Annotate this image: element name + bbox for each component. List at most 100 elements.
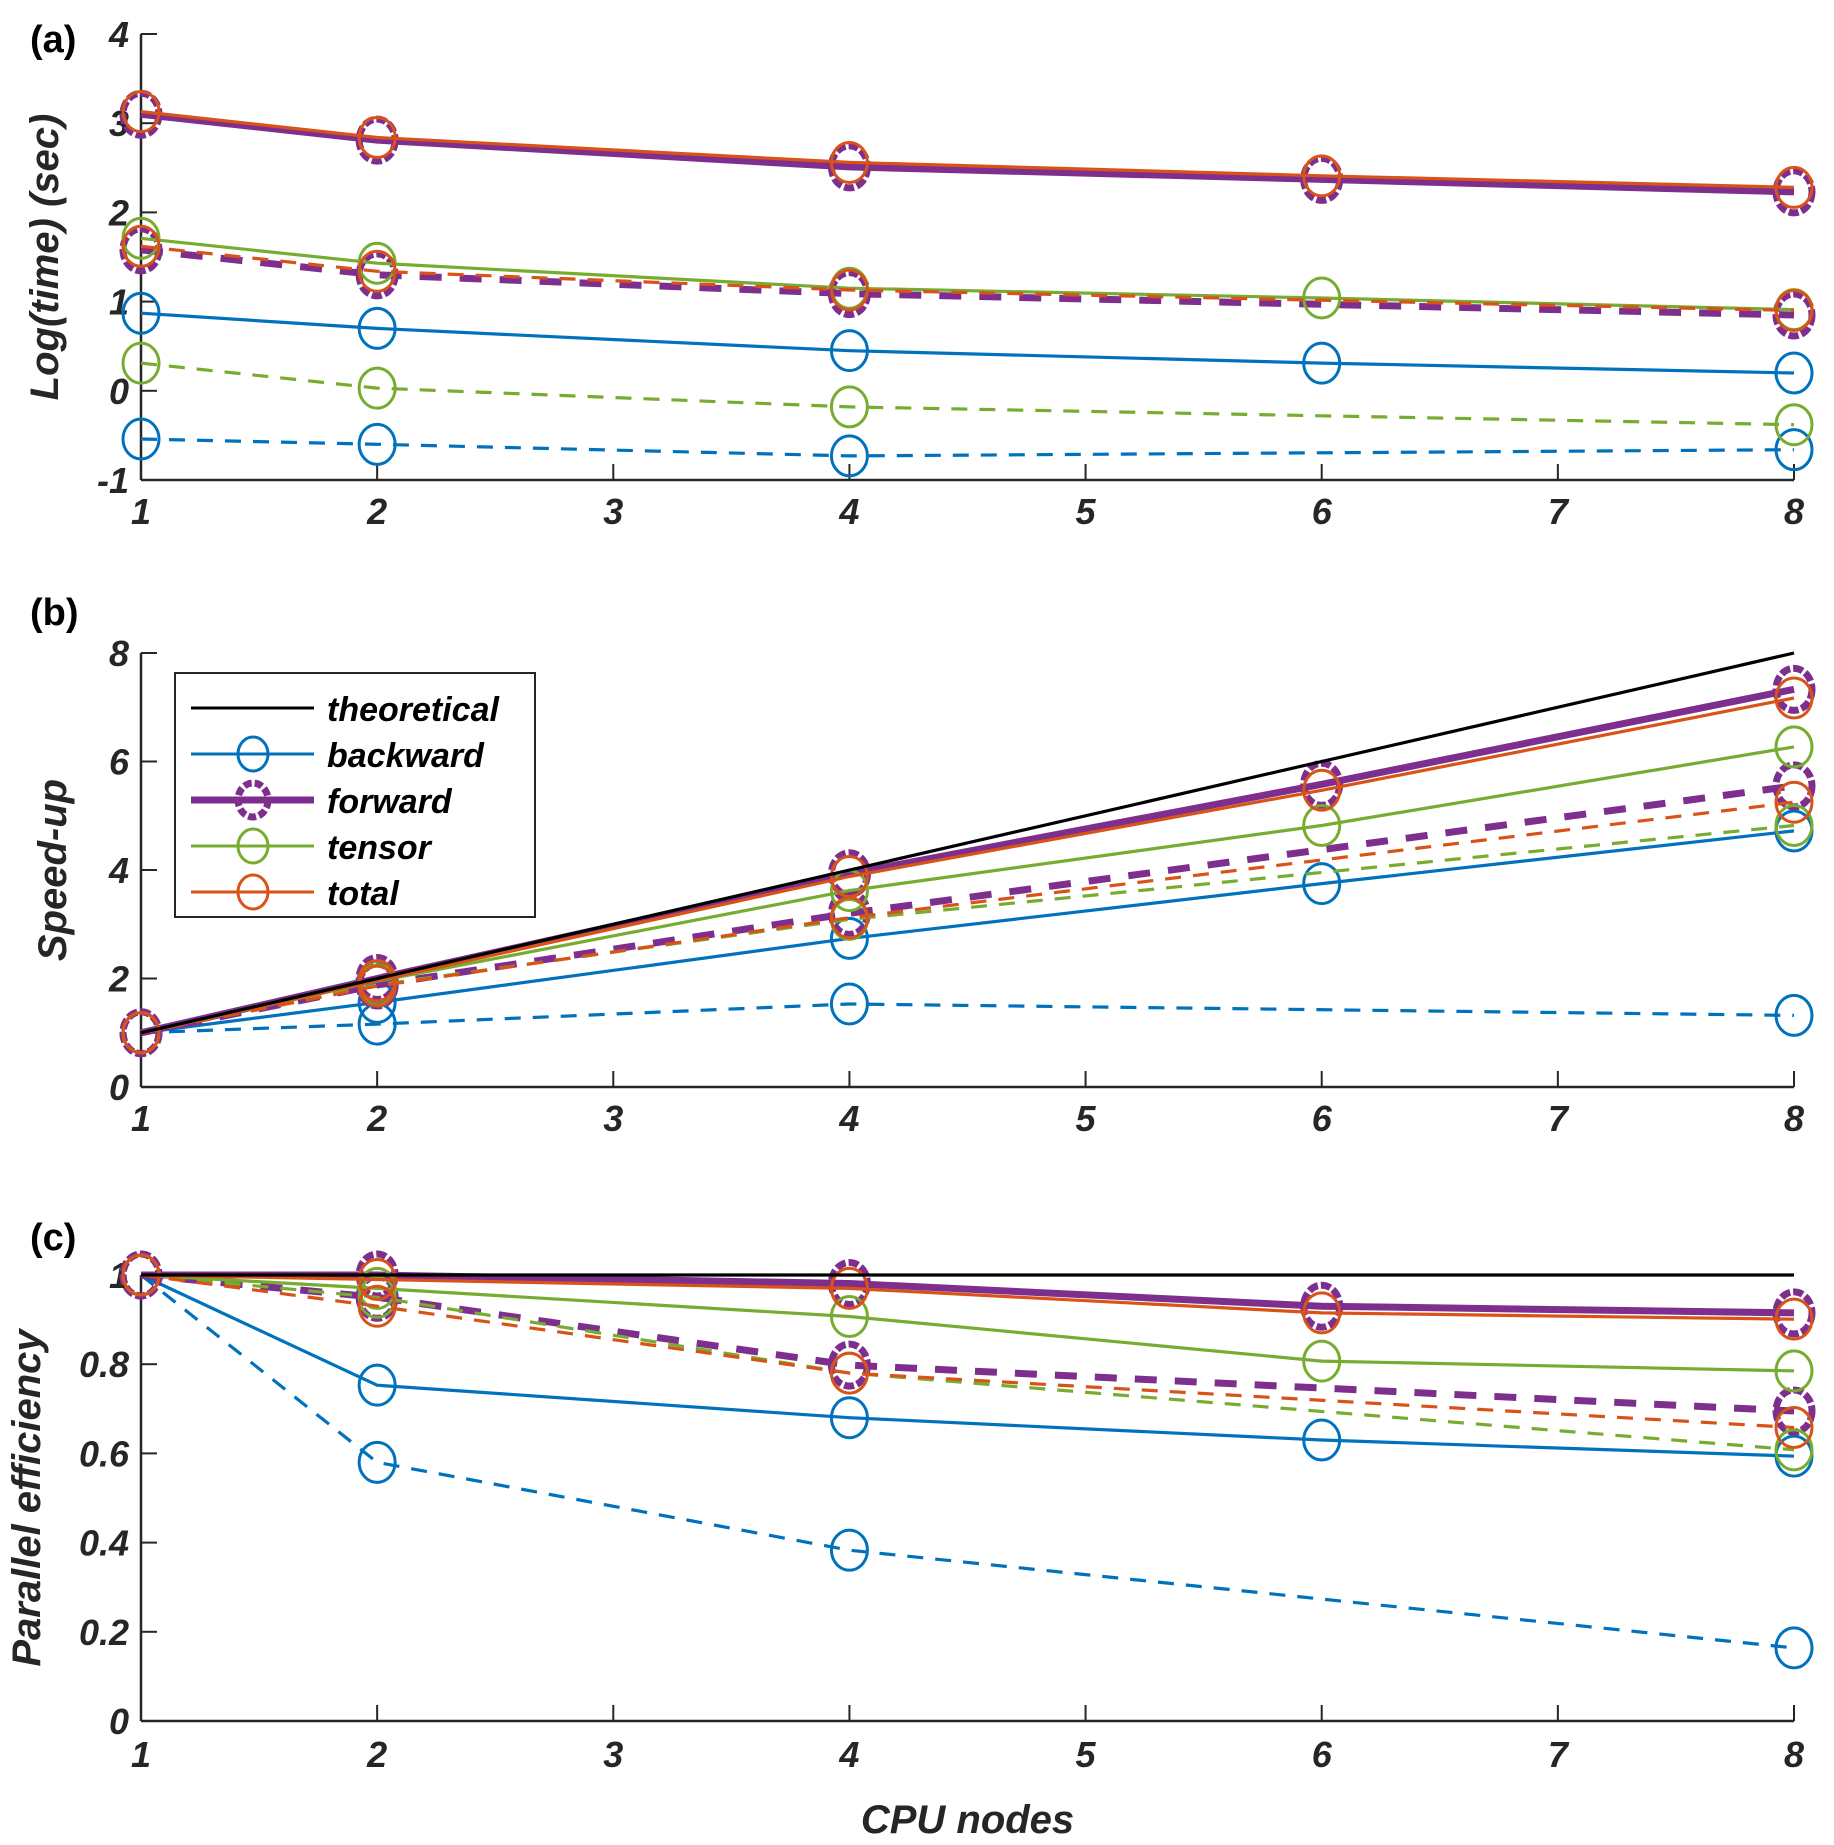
y-tick-label: 6: [109, 742, 130, 783]
data-point: [1774, 1626, 1814, 1670]
series-line: [140, 110, 1795, 196]
x-tick-label: 4: [838, 1734, 859, 1775]
plot-area: [119, 89, 1816, 478]
y-tick-label: 2: [108, 192, 129, 233]
legend-label: forward: [327, 783, 453, 821]
data-point: [1302, 1339, 1342, 1383]
series-line: [140, 1273, 1795, 1430]
data-point: [1774, 780, 1814, 824]
data-point: [1302, 862, 1342, 906]
series-line: [140, 800, 1795, 1035]
x-tick-label: 7: [1548, 491, 1570, 532]
x-tick-label: 3: [603, 1098, 623, 1139]
data-point: [121, 90, 161, 134]
x-tick-label: 5: [1076, 1098, 1097, 1139]
series-theoretical: [140, 651, 1795, 1035]
legend-box: [174, 672, 536, 918]
legend-label: backward: [327, 737, 485, 775]
series-backward-dashed: [121, 982, 1814, 1055]
x-tick-label: 2: [366, 1098, 387, 1139]
data-point: [357, 1363, 397, 1407]
data-point: [121, 1011, 161, 1055]
x-tick-label: 8: [1784, 1734, 1804, 1775]
x-tick-label: 7: [1548, 1734, 1570, 1775]
data-point: [1302, 154, 1342, 198]
panel-label: (c): [30, 1217, 76, 1259]
series-backward-dashed: [121, 1253, 1814, 1670]
series-line: [140, 651, 1795, 1035]
series-line: [140, 1273, 1795, 1452]
data-point: [1774, 1349, 1814, 1393]
legend-label: theoretical: [327, 691, 500, 729]
series-backward: [121, 291, 1814, 395]
legend-swatch-marker: [236, 873, 270, 911]
x-tick-label: 8: [1784, 491, 1804, 532]
data-point: [1774, 403, 1814, 447]
series-total-dashed: [121, 1253, 1814, 1450]
data-point: [357, 115, 397, 159]
data-point: [829, 1528, 869, 1572]
x-tick-label: 1: [131, 1734, 151, 1775]
data-point: [357, 306, 397, 350]
data-point: [1774, 428, 1814, 472]
data-point: [829, 1266, 869, 1310]
series-backward: [121, 1253, 1814, 1478]
data-point: [829, 1396, 869, 1440]
series-line: [140, 1273, 1795, 1458]
data-point: [1302, 804, 1342, 848]
data-point: [829, 1294, 869, 1338]
data-point: [1774, 725, 1814, 769]
y-axis-label: Parallel efficiency: [5, 1328, 49, 1667]
data-point: [1302, 1291, 1342, 1335]
data-point: [1774, 804, 1814, 848]
legend-label: tensor: [327, 829, 433, 867]
data-point: [357, 964, 397, 1008]
x-tick-label: 7: [1548, 1098, 1570, 1139]
series-total-dashed: [121, 224, 1814, 333]
y-tick-label: 0: [109, 1067, 129, 1108]
data-point: [357, 1440, 397, 1484]
x-tick-label: 3: [603, 1734, 623, 1775]
x-axis-label: CPU nodes: [861, 1798, 1074, 1842]
series-forward: [119, 89, 1816, 217]
y-tick-label: 0.8: [79, 1344, 129, 1385]
data-point: [357, 1266, 397, 1310]
series-line: [140, 1002, 1795, 1035]
data-point: [1302, 768, 1342, 812]
data-point: [1774, 165, 1814, 209]
y-tick-label: 0.6: [79, 1433, 130, 1474]
x-tick-label: 1: [131, 491, 151, 532]
data-point: [1774, 1297, 1814, 1341]
series-line: [140, 244, 1795, 313]
panel-b: (b) 0 2 4 6 8 1 2 3 4 5 6 7 8 Speed-up theoretical backw…: [30, 592, 1816, 1139]
legend-swatch-marker: [234, 779, 272, 821]
series-line: [140, 1273, 1795, 1321]
data-point: [357, 1275, 397, 1319]
panel-label: (a): [30, 19, 76, 61]
data-point: [357, 1257, 397, 1301]
data-point: [121, 341, 161, 385]
data-point: [1302, 276, 1342, 320]
data-point: [1774, 993, 1814, 1037]
data-point: [829, 982, 869, 1026]
series-line: [140, 236, 1795, 312]
y-tick-label: 4: [108, 850, 129, 891]
data-point: [357, 1284, 397, 1328]
data-point: [357, 366, 397, 410]
data-point: [1774, 676, 1814, 720]
data-point: [829, 329, 869, 373]
y-tick-label: 0.2: [79, 1612, 129, 1653]
data-point: [121, 417, 161, 461]
data-point: [1302, 1418, 1342, 1462]
data-point: [1774, 1406, 1814, 1450]
legend: theoretical backward forward tensor total: [174, 672, 536, 918]
data-point: [121, 224, 161, 268]
panel-label: (b): [30, 592, 79, 634]
data-point: [829, 140, 869, 184]
series-total-dashed: [121, 780, 1814, 1055]
data-point: [829, 268, 869, 312]
series-tensor-dashed: [121, 341, 1814, 447]
data-point: [357, 422, 397, 466]
